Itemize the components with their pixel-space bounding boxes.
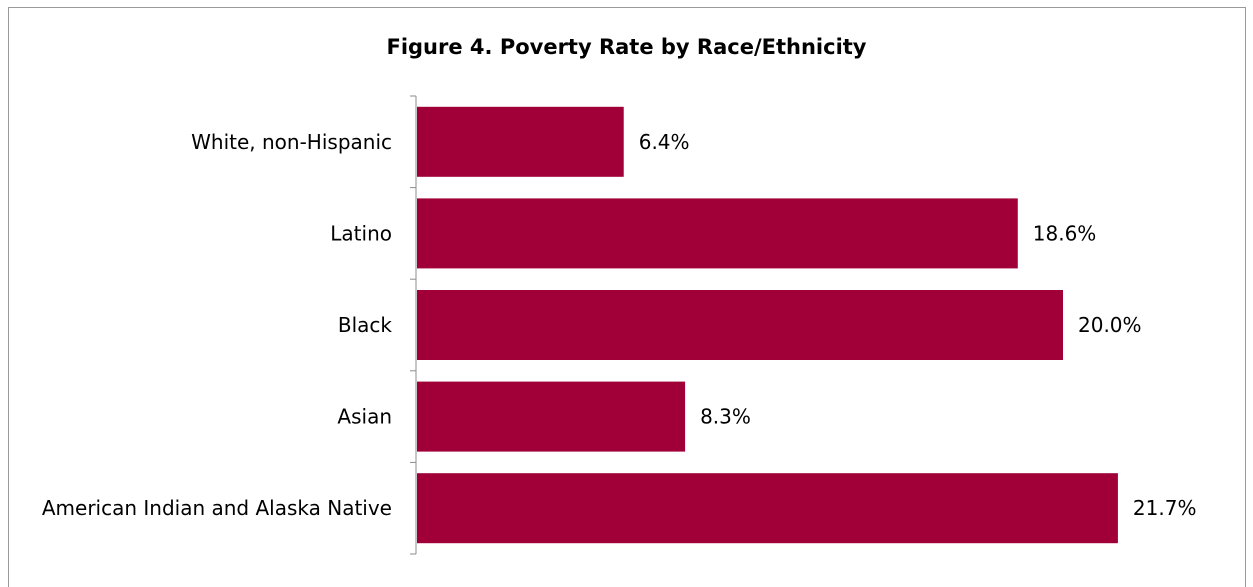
- bars: [417, 106, 1118, 544]
- data-label: 8.3%: [700, 405, 751, 429]
- labels: White, non-Hispanic 6.4% Latino 18.6% Black 2…: [42, 130, 1197, 520]
- data-label: 18.6%: [1033, 221, 1097, 245]
- bar: [417, 290, 1063, 360]
- category-axis: [410, 95, 417, 555]
- bar: [417, 473, 1118, 544]
- bar: [417, 198, 1018, 269]
- category-label: American Indian and Alaska Native: [42, 496, 392, 520]
- category-label: Asian: [337, 405, 392, 429]
- chart-title: Figure 4. Poverty Rate by Race/Ethnicity: [386, 35, 867, 59]
- bar: [417, 381, 686, 452]
- bar: [417, 106, 624, 177]
- category-label: White, non-Hispanic: [191, 130, 392, 154]
- data-label: 20.0%: [1078, 313, 1142, 337]
- data-label: 6.4%: [639, 130, 690, 154]
- data-label: 21.7%: [1133, 496, 1197, 520]
- category-label: Black: [338, 313, 393, 337]
- category-label: Latino: [330, 221, 392, 245]
